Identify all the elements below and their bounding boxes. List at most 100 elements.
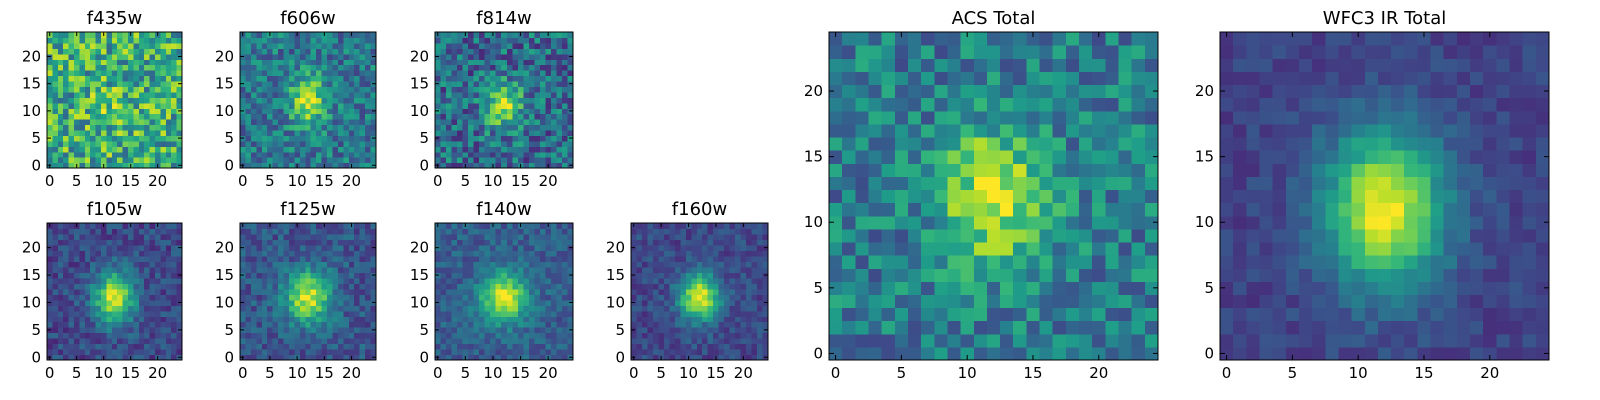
heatmap-cell [310,343,317,350]
heatmap-cell [457,223,464,230]
heatmap-cell [365,327,372,334]
heatmap-cell [647,244,654,251]
heatmap-cell [278,102,285,109]
heatmap-cell [451,261,458,268]
heatmap-cell [261,113,268,120]
heatmap-cell [299,146,306,153]
heatmap-cell [278,162,285,169]
heatmap-cell [122,113,129,120]
heatmap-cell [155,255,161,262]
heatmap-cell [250,288,257,295]
heatmap-cell [288,250,295,257]
heatmap-cell [245,239,252,246]
heatmap-cell [57,75,64,82]
heatmap-cell [641,266,649,273]
heatmap-cell [138,223,145,230]
heatmap-cell [272,37,279,44]
heatmap-cell [278,80,285,87]
heatmap-cell [122,277,129,284]
heatmap-cell [545,59,552,66]
heatmap-cell [539,349,546,356]
heatmap-cell [1144,294,1159,309]
heatmap-cell [359,244,366,251]
heatmap-cell [457,53,464,60]
heatmap-cell [63,59,70,66]
x-tick-label: 0 [629,364,639,382]
heatmap-cell [144,129,151,136]
heatmap-cell [321,113,328,120]
heatmap-cell [79,310,86,317]
heatmap-cell [310,42,317,49]
heatmap-cell [561,321,569,328]
heatmap-cell [365,102,372,109]
heatmap-cell [451,239,458,246]
heatmap-cell [354,32,361,39]
heatmap-cell [1026,176,1041,191]
heatmap-cell [272,272,279,279]
heatmap-cell [111,102,118,109]
heatmap-cell [337,294,344,301]
heatmap-cell [74,157,80,164]
heatmap-cell [669,299,676,306]
heatmap-cell [327,140,334,147]
heatmap-cell [79,349,86,356]
heatmap-cell [278,261,285,268]
heatmap-cell [567,86,574,93]
heatmap-cell [245,288,252,295]
heatmap-cell [138,146,145,153]
heatmap-cell [691,305,698,312]
y-tick-label: 0 [31,348,41,366]
heatmap-cell [468,37,475,44]
heatmap-cell [278,124,285,131]
heatmap-cell [343,255,350,262]
heatmap-cell [305,162,312,169]
heatmap-cell [647,338,654,345]
heatmap-cell [561,255,569,262]
heatmap-cell [534,53,541,60]
heatmap-cell [539,305,546,312]
heatmap-cell [462,86,469,93]
heatmap-cell [986,176,1001,191]
heatmap-cell [359,48,366,55]
heatmap-cell [468,59,475,66]
heatmap-cell [299,305,306,312]
heatmap-cell [57,338,64,345]
heatmap-cell [144,37,151,44]
heatmap-cell [468,91,475,98]
heatmap-cell [95,113,102,120]
heatmap-cell [1105,228,1120,243]
heatmap-cell [288,70,295,77]
heatmap-cell [545,244,552,251]
heatmap-cell [267,102,274,109]
heatmap-cell [757,228,764,235]
heatmap-cell [165,223,172,230]
heatmap-cell [79,75,86,82]
heatmap-cell [74,299,80,306]
heatmap-cell [517,151,524,158]
heatmap-cell [165,70,172,77]
heatmap-cell [746,327,753,334]
heatmap-cell [160,310,167,317]
heatmap-cell [523,338,530,345]
heatmap-cell [133,332,140,339]
heatmap-cell [473,146,480,153]
heatmap-cell [90,151,97,158]
heatmap-cell [90,91,97,98]
heatmap-cell [310,261,317,268]
heatmap-cell [305,151,312,158]
heatmap-cell [267,48,274,55]
heatmap-cell [111,32,118,39]
heatmap-cell [550,91,558,98]
heatmap-cell [735,250,742,257]
heatmap-cell [894,176,909,191]
heatmap-cell [561,64,569,71]
heatmap-cell [332,129,339,136]
heatmap-cell [501,80,508,87]
heatmap-cell [1118,281,1133,295]
heatmap-cell [261,97,268,104]
heatmap-cell [176,283,183,290]
heatmap-cell [128,75,134,82]
heatmap-cell [106,91,113,98]
heatmap-cell [144,32,151,39]
heatmap-cell [446,316,453,323]
